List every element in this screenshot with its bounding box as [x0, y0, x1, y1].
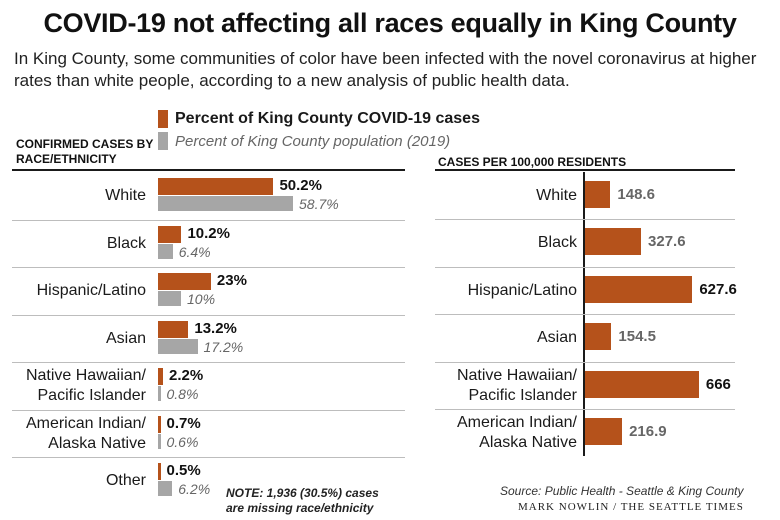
value-rate-black: 327.6 — [648, 233, 686, 251]
right-panel-title: CASES PER 100,000 RESIDENTS — [438, 155, 627, 169]
rate-category-label-white: White — [536, 187, 577, 204]
legend-label-cases: Percent of King County COVID-19 cases — [175, 110, 480, 127]
rate-category-label-black: Black — [537, 234, 577, 252]
value-rate-white: 148.6 — [617, 186, 655, 203]
category-label-line: Native Hawaiian/ — [456, 366, 577, 384]
rate-row-divider — [435, 266, 735, 268]
category-label-line: Pacific Islander — [468, 386, 578, 404]
bar-rate-white — [585, 181, 611, 208]
row-divider — [12, 267, 405, 268]
bar-rate-native-hawaiian-pacific-islander — [585, 370, 699, 398]
legend-swatch-population — [158, 132, 168, 150]
category-label-line: American Indian/ — [456, 414, 577, 431]
source-text: Source: Public Health - Seattle & King C… — [500, 484, 744, 498]
value-rate-american-indian-alaska-native: 216.9 — [629, 423, 667, 440]
category-label-line: Pacific Islander — [37, 387, 147, 404]
value-rate-native-hawaiian-pacific-islander: 666 — [705, 375, 731, 393]
note-text: NOTE: 1,936 (30.5%) cases are missing ra… — [226, 486, 379, 515]
bar-population-black — [158, 243, 173, 259]
value-population-black: 6.4% — [178, 243, 211, 260]
rate-category-label-native-hawaiian-pacific-islander: Native Hawaiian/Pacific Islander — [420, 366, 577, 406]
bar-rate-asian — [585, 323, 612, 351]
category-label-line: Native Hawaiian/ — [25, 367, 146, 384]
category-label-white: White — [105, 187, 146, 204]
value-cases-other: 0.5% — [166, 462, 201, 479]
value-population-asian: 17.2% — [203, 338, 244, 355]
bar-cases-native-hawaiian-pacific-islander — [158, 368, 164, 385]
value-cases-hispanic-latino: 23% — [216, 272, 247, 289]
bar-population-other — [158, 481, 173, 496]
bar-cases-black — [158, 225, 182, 243]
category-label-native-hawaiian-pacific-islander: Native Hawaiian/Pacific Islander — [0, 366, 146, 406]
bar-cases-white — [158, 178, 274, 195]
value-population-white: 58.7% — [299, 196, 339, 212]
row-divider — [12, 314, 405, 316]
rate-row-divider — [435, 361, 735, 363]
value-cases-american-indian-alaska-native: 0.7% — [166, 414, 201, 432]
row-divider — [12, 219, 405, 221]
row-divider — [12, 409, 405, 411]
value-population-native-hawaiian-pacific-islander: 0.8% — [166, 386, 199, 402]
left-panel-rule — [12, 169, 405, 171]
category-label-line: American Indian/ — [25, 414, 146, 432]
value-rate-hispanic-latino: 627.6 — [699, 280, 737, 298]
value-population-hispanic-latino: 10% — [187, 291, 216, 307]
rate-category-label-hispanic-latino: Hispanic/Latino — [467, 281, 577, 299]
legend-swatch-cases — [158, 110, 168, 128]
bar-rate-american-indian-alaska-native — [585, 418, 623, 445]
legend: Percent of King County COVID-19 cases Pe… — [158, 108, 480, 152]
bar-rate-hispanic-latino — [585, 275, 693, 303]
category-label-hispanic-latino: Hispanic/Latino — [36, 282, 146, 299]
category-label-other: Other — [105, 472, 146, 489]
bar-population-white — [158, 196, 293, 211]
value-rate-asian: 154.5 — [618, 328, 656, 346]
row-divider — [12, 457, 405, 458]
value-cases-native-hawaiian-pacific-islander: 2.2% — [169, 367, 204, 384]
bar-population-asian — [158, 338, 198, 354]
bar-rate-black — [585, 228, 642, 256]
bar-population-native-hawaiian-pacific-islander — [158, 386, 161, 401]
rate-row-divider — [435, 314, 735, 316]
value-population-other: 6.2% — [178, 481, 211, 497]
value-cases-white: 50.2% — [279, 177, 322, 194]
bar-population-hispanic-latino — [158, 291, 181, 306]
rate-row-divider — [435, 409, 735, 410]
rate-row-divider — [435, 219, 735, 221]
legend-item-population: Percent of King County population (2019) — [158, 130, 480, 152]
rate-category-label-american-indian-alaska-native: American Indian/Alaska Native — [420, 413, 577, 453]
bar-population-american-indian-alaska-native — [158, 433, 161, 449]
category-label-asian: Asian — [105, 329, 146, 347]
value-cases-asian: 13.2% — [194, 319, 237, 337]
bar-cases-other — [158, 463, 161, 480]
chart-subtitle: In King County, some communities of colo… — [14, 49, 757, 90]
rate-category-label-asian: Asian — [536, 329, 577, 347]
bar-cases-american-indian-alaska-native — [158, 415, 161, 433]
category-label-line: Alaska Native — [479, 434, 577, 451]
bar-cases-hispanic-latino — [158, 273, 211, 290]
row-divider — [12, 362, 405, 363]
value-population-american-indian-alaska-native: 0.6% — [166, 433, 199, 450]
chart-title: COVID-19 not affecting all races equally… — [43, 8, 737, 38]
right-panel-rule — [435, 169, 735, 171]
bar-cases-asian — [158, 320, 189, 338]
category-label-black: Black — [106, 234, 146, 252]
category-label-line: Alaska Native — [48, 434, 146, 452]
legend-item-cases: Percent of King County COVID-19 cases — [158, 108, 480, 130]
credit-text: MARK NOWLIN / THE SEATTLE TIMES — [518, 501, 744, 513]
missing-data-note: NOTE: 1,936 (30.5%) cases are missing ra… — [226, 486, 398, 516]
category-label-american-indian-alaska-native: American Indian/Alaska Native — [0, 414, 146, 454]
left-panel-title: CONFIRMED CASES BY RACE/ETHNICITY — [16, 137, 154, 166]
legend-label-population: Percent of King County population (2019) — [175, 132, 451, 150]
value-cases-black: 10.2% — [187, 224, 230, 242]
